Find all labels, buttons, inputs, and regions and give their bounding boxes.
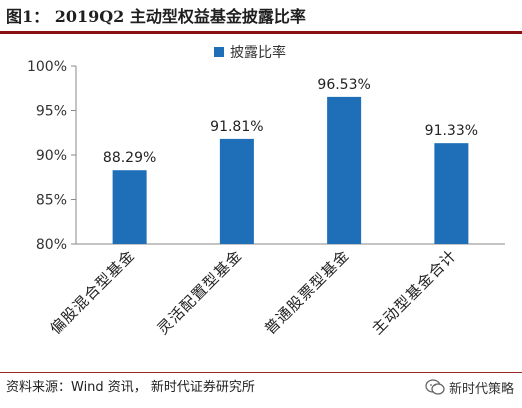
y-tick-label: 90% <box>36 148 67 164</box>
legend-label: 披露比率 <box>230 44 286 61</box>
bar <box>112 170 147 244</box>
y-tick-label: 80% <box>36 237 67 253</box>
bar <box>219 138 254 244</box>
y-tick-label: 95% <box>36 104 67 120</box>
legend-swatch <box>214 47 224 57</box>
y-tick-label: 100% <box>27 59 67 75</box>
bar <box>327 96 362 244</box>
data-label: 88.29% <box>103 150 156 166</box>
x-tick-label: 偏股混合型基金 <box>47 246 139 338</box>
page-title: 图1： 2019Q2 主动型权益基金披露比率 <box>6 7 306 26</box>
source-note: 资料来源：Wind 资讯， 新时代证券研究所 <box>6 380 255 395</box>
bar-chart: 80% 85% 90% 95% 100% 披露比率 88.29% 偏股混合型基金 91.81% 灵… <box>27 44 505 338</box>
x-tick-label: 主动型基金合计 <box>368 246 460 338</box>
bar <box>434 143 469 244</box>
wechat-icon <box>425 379 445 395</box>
y-tick-label: 85% <box>36 193 67 209</box>
footer-divider <box>0 372 522 373</box>
data-label: 91.33% <box>425 123 478 139</box>
x-tick-label: 普通股票型基金 <box>261 246 353 338</box>
chart-area: 80% 85% 90% 95% 100% 披露比率 88.29% 偏股混合型基金 91.81% 灵… <box>0 34 522 370</box>
brand-name: 新时代策略 <box>448 381 514 397</box>
data-label: 96.53% <box>317 77 370 93</box>
title-divider <box>0 31 522 34</box>
brand-badge: 新时代策略 <box>425 375 514 399</box>
data-label: 91.81% <box>210 119 263 135</box>
x-tick-label: 灵活配置型基金 <box>154 246 246 338</box>
